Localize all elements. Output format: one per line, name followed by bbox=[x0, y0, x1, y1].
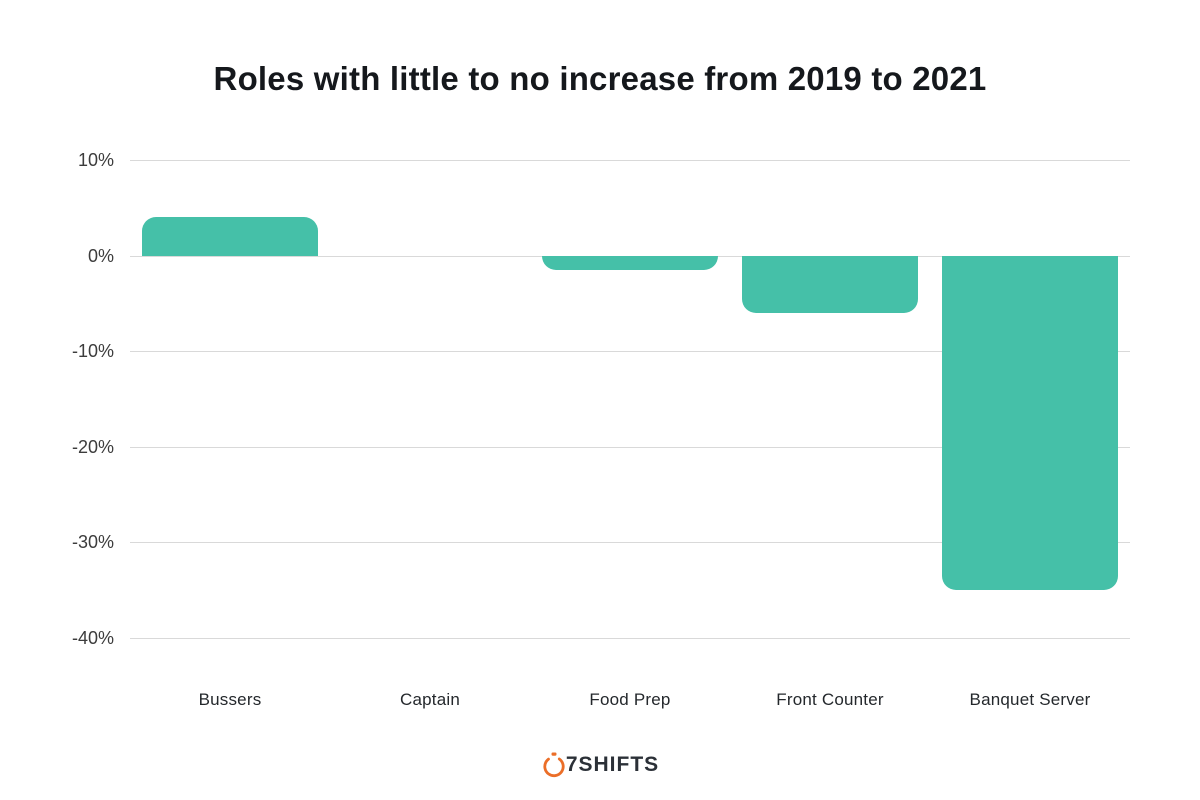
x-axis-label: Bussers bbox=[198, 690, 262, 709]
gridline bbox=[130, 351, 1130, 353]
bars-layer bbox=[130, 160, 1130, 638]
x-axis-label: Captain bbox=[400, 690, 460, 709]
y-tick-label: -20% bbox=[71, 436, 114, 457]
bar-banquet-server bbox=[942, 255, 1118, 591]
gridline bbox=[130, 638, 1130, 639]
y-tick-label: 0% bbox=[87, 245, 114, 266]
y-tick-label: 10% bbox=[77, 150, 114, 170]
brand-footer: 7SHIFTS bbox=[0, 752, 1200, 778]
gridline bbox=[130, 446, 1130, 448]
bar-front-counter bbox=[742, 255, 918, 313]
gridline bbox=[130, 542, 1130, 544]
bar-bussers bbox=[142, 217, 318, 256]
y-tick-label: -30% bbox=[71, 532, 114, 553]
x-axis-label: Front Counter bbox=[776, 690, 884, 709]
chart-title: Roles with little to no increase from 20… bbox=[213, 60, 987, 97]
gridline bbox=[130, 160, 1130, 161]
y-tick-label: -40% bbox=[71, 628, 114, 648]
plot-area: 10% 0% -10% -20% -30% -40% bbox=[72, 150, 1130, 648]
bar-food-prep bbox=[542, 255, 718, 270]
x-axis-labels: Bussers Captain Food Prep Front Counter Banq… bbox=[130, 690, 1130, 714]
stopwatch-icon bbox=[543, 752, 565, 778]
x-axis-label: Banquet Server bbox=[969, 690, 1091, 709]
x-axis-label: Food Prep bbox=[589, 690, 671, 709]
brand-logo-text: 7SHIFTS bbox=[565, 753, 660, 776]
y-tick-label: -10% bbox=[71, 341, 114, 362]
